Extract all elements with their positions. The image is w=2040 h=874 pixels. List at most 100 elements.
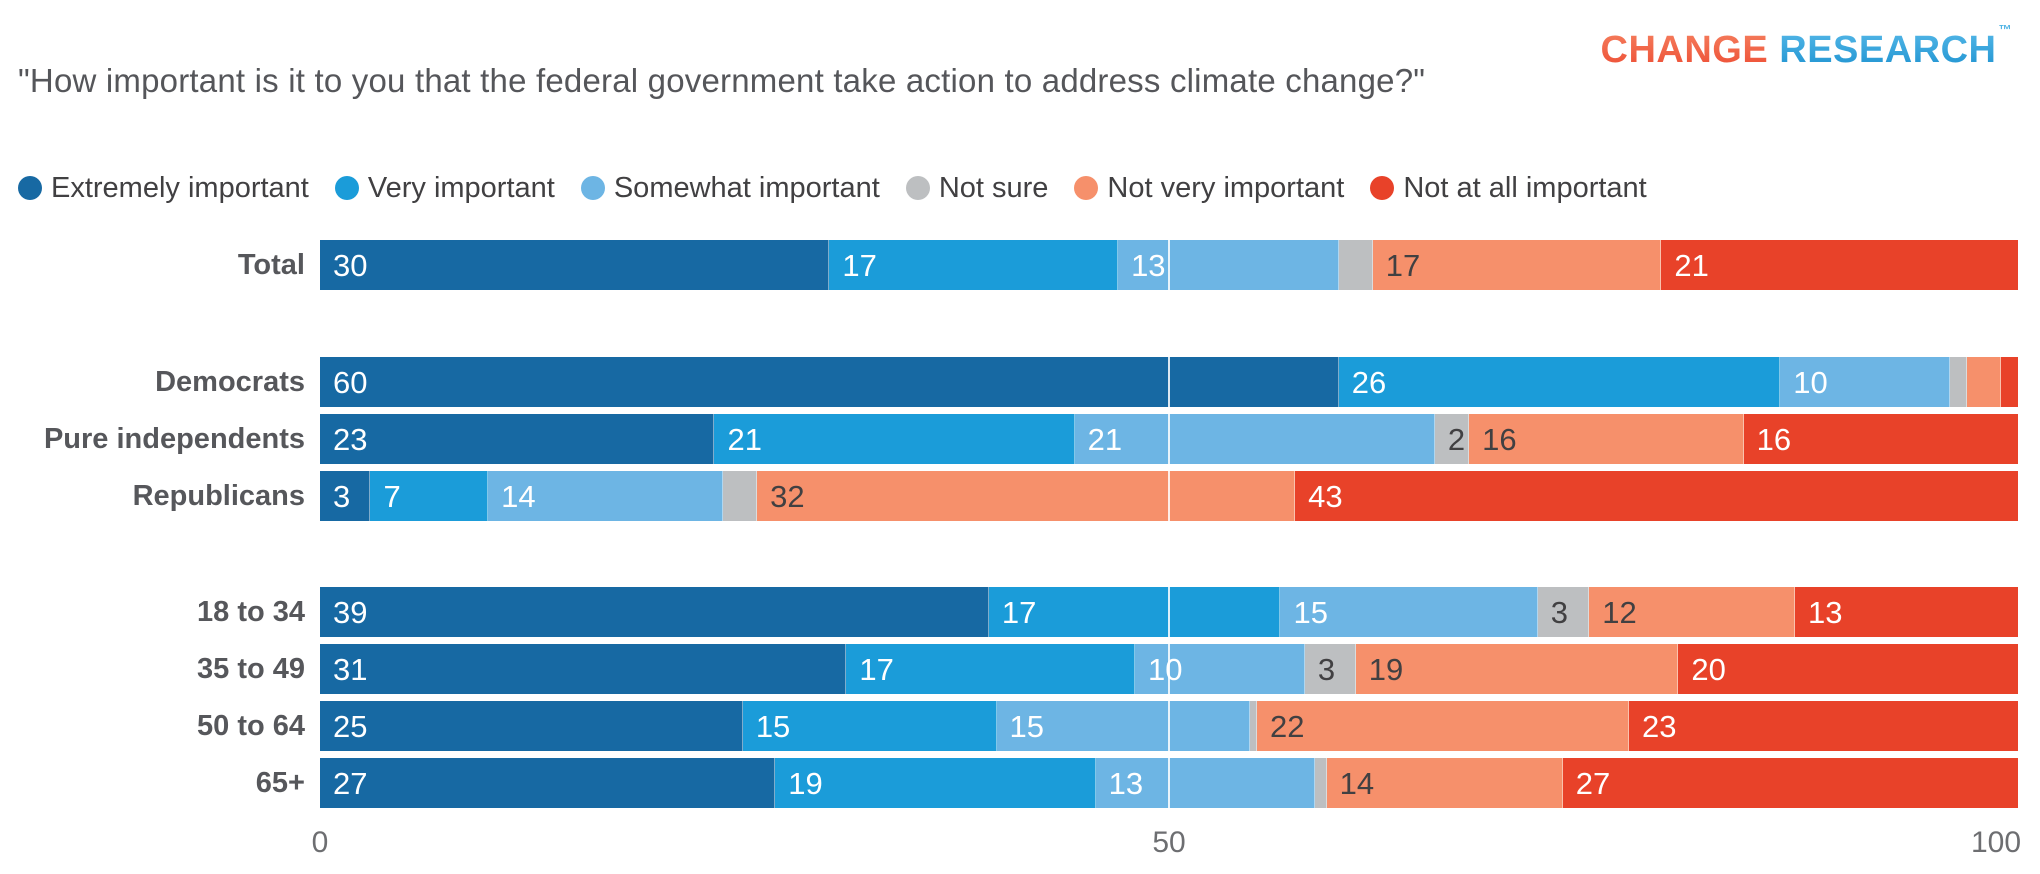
bar-segment-value: 17	[842, 247, 877, 283]
bar-segment	[1950, 357, 1968, 407]
bar-segment-value: 14	[501, 478, 536, 514]
axis-tick-label: 50	[1152, 826, 1186, 859]
bar-segment: 3	[1537, 587, 1590, 637]
legend-item: Not at all important	[1370, 171, 1647, 205]
legend-dot-icon	[1074, 176, 1099, 200]
axis-tick-label: 100	[1970, 826, 2022, 859]
stacked-bar: 27 19 13 14 27	[320, 758, 2018, 808]
bar-segment	[2001, 357, 2018, 407]
legend-item: Very important	[334, 171, 555, 205]
bar-row-50-to-64: 50 to 64 25 15 15 22 23	[0, 701, 2040, 751]
row-label: 65+	[255, 766, 305, 799]
row-label: Total	[237, 248, 305, 281]
bar-segment-value: 10	[1793, 364, 1828, 400]
bar-segment: 15	[1280, 587, 1538, 637]
logo-trademark: ™	[1998, 22, 2012, 37]
bar-segment	[1338, 240, 1373, 290]
bar-segment-value: 3	[1550, 594, 1568, 630]
bar-segment-value: 15	[1293, 594, 1328, 630]
bar-segment	[1250, 701, 1257, 751]
bar-segment-value: 17	[1001, 594, 1037, 630]
chart-title: "How important is it to you that the fed…	[18, 62, 1426, 99]
bar-segment-value: 27	[1575, 765, 1611, 801]
bar-segment: 3	[1304, 644, 1356, 694]
bar-segment: 21	[1074, 414, 1435, 464]
bar-segment	[1314, 758, 1327, 808]
bar-segment-value: 39	[333, 594, 368, 630]
bar-segment-value: 3	[1317, 651, 1336, 687]
bar-segment-value: 60	[333, 364, 368, 400]
bar-row-democrats: Democrats 60 26 10	[0, 357, 2040, 407]
bar-row-republicans: Republicans 3 7 14 32 43	[0, 471, 2040, 521]
axis-tick-label: 0	[311, 826, 329, 859]
stacked-bar: 25 15 15 22 23	[320, 701, 2019, 751]
bar-segment-value: 13	[1808, 594, 1843, 630]
bar-segment: 13	[1118, 240, 1339, 290]
bar-segment: 16	[1469, 414, 1744, 464]
legend-label: Not at all important	[1403, 171, 1647, 204]
bar-segment-value: 12	[1602, 594, 1637, 630]
bar-segment-value: 13	[1131, 247, 1166, 283]
bar-segment: 12	[1589, 587, 1796, 637]
bar-segment: 30	[320, 240, 830, 290]
bar-segment: 21	[714, 414, 1075, 464]
legend-label: Not sure	[938, 171, 1049, 204]
bar-segment-value: 7	[383, 478, 401, 514]
bar-segment: 43	[1295, 471, 2018, 521]
logo-research-text: RESEARCH	[1779, 29, 1997, 71]
bar-segment: 60	[320, 357, 1339, 407]
bar-segment-value: 19	[788, 765, 823, 801]
bar-segment: 13	[1795, 587, 2018, 637]
legend-dot-icon	[1370, 176, 1395, 200]
bar-segment-value: 21	[1674, 247, 1709, 283]
row-label: Pure independents	[43, 422, 305, 455]
bar-segment: 27	[320, 758, 776, 808]
bar-segment-value: 22	[1269, 708, 1305, 744]
bar-segment: 19	[1355, 644, 1679, 694]
row-label: 18 to 34	[197, 595, 305, 628]
legend-item: Somewhat important	[580, 172, 880, 205]
bar-segment-value: 2	[1447, 421, 1466, 457]
bar-segment: 10	[1135, 644, 1305, 694]
stacked-bar: 3 7 14 32 43	[320, 471, 2018, 521]
row-label: Republicans	[132, 479, 305, 512]
row-label: 35 to 49	[197, 652, 305, 685]
bar-segment: 15	[996, 701, 1251, 751]
bar-segment-value: 19	[1368, 651, 1404, 687]
bar-segment-value: 32	[770, 478, 805, 514]
logo-change-text: CHANGE	[1600, 29, 1769, 71]
legend-dot-icon	[18, 176, 42, 200]
bar-row-pure-independents: Pure independents 23 21 21 2 16 16	[0, 414, 2040, 464]
bar-segment: 3	[320, 471, 371, 521]
bar-row-35-to-49: 35 to 49 31 17 10 3 19 20	[0, 644, 2040, 694]
legend-item: Not sure	[905, 171, 1049, 205]
bar-segment-value: 23	[1642, 708, 1677, 744]
bar-segment-value: 23	[333, 421, 368, 457]
bar-segment	[1967, 357, 2002, 407]
bar-segment-value: 16	[1756, 421, 1792, 457]
row-label: 50 to 64	[197, 709, 305, 742]
legend: Extremely important Very important Somewha…	[18, 168, 1647, 208]
bar-row-18-to-34: 18 to 34 39 17 15 3 12 13	[0, 587, 2040, 637]
bar-segment-value: 30	[333, 247, 368, 283]
bar-row-65-: 65+ 27 19 13 14 27	[0, 758, 2040, 808]
change-research-logo: CHANGE RESEARCH ™	[1601, 22, 2013, 72]
bar-segment-value: 14	[1339, 765, 1375, 801]
stacked-bar: 23 21 21 2 16 16	[320, 414, 2018, 464]
legend-label: Very important	[367, 171, 555, 204]
bar-segment-value: 43	[1308, 478, 1343, 514]
bar-segment: 27	[1562, 758, 2018, 808]
bar-segment: 2	[1434, 414, 1470, 464]
bar-segment: 22	[1256, 701, 1630, 751]
bar-segment-value: 25	[333, 708, 368, 744]
bar-row-total: Total 30 17 13 17 21	[0, 240, 2040, 290]
row-label: Democrats	[155, 365, 305, 398]
legend-label: Not very important	[1107, 171, 1345, 204]
bar-segment: 10	[1780, 357, 1951, 407]
bar-segment: 39	[320, 587, 989, 637]
bar-segment: 20	[1678, 644, 2018, 694]
bar-segment: 14	[488, 471, 724, 521]
bar-segment-value: 16	[1482, 421, 1517, 457]
bar-segment-value: 21	[1087, 421, 1123, 457]
